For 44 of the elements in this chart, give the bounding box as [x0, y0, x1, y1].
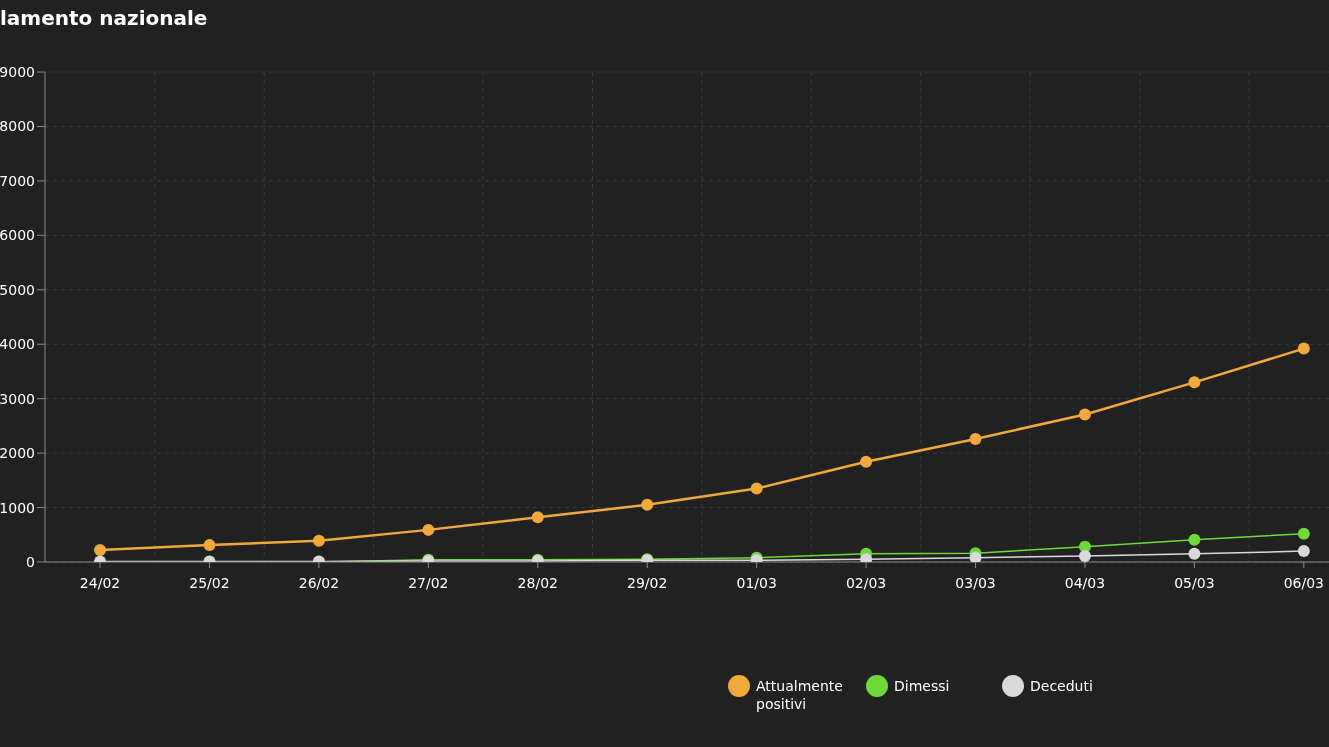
- x-tick-label: 25/02: [189, 574, 230, 591]
- x-tick-label: 05/03: [1174, 574, 1215, 591]
- y-tick-label: 3000: [0, 390, 35, 407]
- point: [312, 534, 325, 547]
- x-tick-label: 04/03: [1064, 574, 1106, 591]
- y-tick-label: 0: [26, 553, 35, 570]
- point: [1297, 342, 1310, 355]
- x-tick-label: 26/02: [298, 574, 340, 591]
- y-tick-label: 2000: [0, 445, 35, 462]
- point: [1188, 376, 1201, 389]
- y-tick-label: 8000: [0, 118, 35, 135]
- legend-label: Attualmente positivi: [756, 677, 844, 713]
- y-tick-label: 5000: [0, 281, 35, 298]
- y-tick-label: 4000: [0, 336, 35, 353]
- y-tick-label: 9000: [0, 63, 35, 80]
- point: [860, 455, 873, 468]
- point: [531, 511, 544, 524]
- y-tick-label: 7000: [0, 172, 35, 189]
- legend-label: Deceduti: [1030, 677, 1094, 695]
- point: [969, 551, 982, 562]
- x-tick-label: 24/02: [79, 574, 121, 591]
- x-tick-label: 29/02: [627, 574, 668, 591]
- point: [1078, 408, 1091, 421]
- legend-label: Dimessi: [894, 677, 951, 695]
- point: [1297, 545, 1310, 558]
- point: [1188, 533, 1201, 546]
- point: [1188, 547, 1201, 560]
- point: [94, 544, 107, 557]
- point: [1078, 550, 1091, 562]
- x-tick-label: 06/03: [1283, 574, 1325, 591]
- point: [641, 498, 654, 511]
- point: [969, 432, 982, 445]
- point: [422, 523, 435, 536]
- point: [750, 482, 763, 495]
- chart-title: lamento nazionale: [0, 6, 208, 30]
- point: [1297, 527, 1310, 540]
- point: [203, 539, 216, 552]
- x-tick-label: 02/03: [845, 574, 887, 591]
- x-tick-label: 27/02: [408, 574, 449, 591]
- y-tick-label: 6000: [0, 227, 35, 244]
- x-tick-label: 28/02: [517, 574, 558, 591]
- x-tick-label: 01/03: [736, 574, 777, 591]
- y-tick-label: 1000: [0, 499, 35, 516]
- x-tick-label: 03/03: [955, 574, 996, 591]
